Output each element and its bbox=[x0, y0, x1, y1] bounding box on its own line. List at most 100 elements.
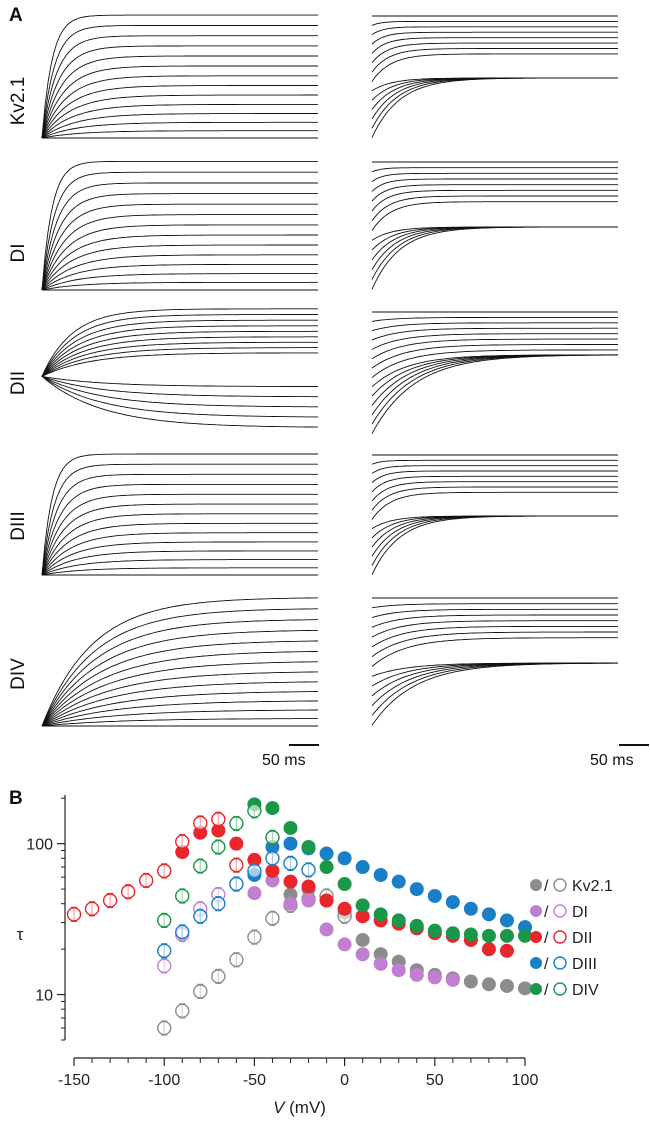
legend-label: DII bbox=[572, 930, 592, 947]
point-filled-div bbox=[265, 801, 280, 816]
point-open-kv21 bbox=[193, 984, 208, 999]
point-filled-di bbox=[373, 956, 388, 971]
point-filled-div bbox=[445, 926, 460, 941]
point-filled-div bbox=[319, 860, 334, 875]
point-filled-diii bbox=[319, 846, 334, 861]
row-label-diii: DIII bbox=[8, 511, 29, 541]
scale-label-right: 50 ms bbox=[590, 752, 634, 769]
point-open-div bbox=[157, 913, 172, 928]
point-filled-dii bbox=[355, 909, 370, 924]
point-open-diii bbox=[193, 909, 208, 924]
legend-marker-filled bbox=[530, 957, 542, 969]
legend-marker-open bbox=[553, 982, 567, 996]
scale-bar-right bbox=[619, 744, 649, 746]
point-open-dii bbox=[193, 815, 208, 831]
point-filled-diii bbox=[409, 882, 424, 897]
point-filled-dii bbox=[247, 852, 262, 867]
point-open-dii bbox=[84, 901, 100, 917]
point-open-dii bbox=[102, 893, 118, 908]
point-filled-di bbox=[265, 873, 280, 888]
point-filled-kv21 bbox=[301, 882, 316, 897]
point-filled-diii bbox=[265, 839, 280, 854]
point-filled-div bbox=[301, 839, 316, 854]
legend-separator: / bbox=[544, 904, 549, 921]
point-filled-kv21 bbox=[337, 905, 352, 920]
point-open-div bbox=[193, 858, 208, 874]
point-filled-dii bbox=[283, 874, 298, 889]
row-label-di: DI bbox=[8, 243, 29, 263]
point-filled-dii bbox=[427, 926, 442, 941]
point-filled-kv21 bbox=[319, 893, 334, 908]
legend-marker-filled bbox=[530, 879, 542, 891]
point-filled-diii bbox=[499, 913, 514, 928]
panel-a-label: A bbox=[9, 5, 23, 26]
point-open-kv21 bbox=[265, 911, 280, 926]
point-open-kv21 bbox=[337, 909, 352, 924]
point-filled-di bbox=[445, 972, 460, 987]
point-open-kv21 bbox=[229, 952, 244, 967]
point-open-kv21 bbox=[211, 969, 226, 984]
point-filled-kv21 bbox=[518, 981, 532, 996]
legend-separator: / bbox=[544, 930, 549, 947]
point-filled-dii bbox=[391, 916, 406, 931]
point-open-dii bbox=[229, 857, 244, 873]
point-filled-diii bbox=[445, 895, 460, 910]
point-filled-dii bbox=[265, 863, 280, 878]
legend-marker-open bbox=[553, 930, 567, 944]
point-open-di bbox=[157, 958, 172, 974]
point-filled-diii bbox=[283, 836, 298, 851]
point-open-diii bbox=[283, 856, 298, 871]
point-open-div bbox=[247, 803, 262, 819]
point-filled-kv21 bbox=[445, 971, 460, 986]
point-open-diii bbox=[301, 862, 316, 878]
point-open-dii bbox=[211, 812, 226, 827]
point-filled-di bbox=[319, 922, 334, 937]
point-open-dii bbox=[175, 834, 190, 849]
legend-marker-filled bbox=[530, 905, 542, 917]
legend-label: DIII bbox=[572, 956, 597, 973]
point-filled-dii bbox=[499, 943, 514, 958]
row-label-dii: DII bbox=[8, 370, 29, 396]
legend-label: Kv2.1 bbox=[572, 878, 613, 895]
point-filled-div bbox=[283, 820, 298, 835]
point-open-kv21 bbox=[247, 929, 262, 945]
point-filled-kv21 bbox=[427, 967, 442, 982]
point-filled-dii bbox=[193, 825, 208, 840]
point-open-div bbox=[229, 816, 244, 831]
legend-separator: / bbox=[544, 956, 549, 973]
point-open-kv21 bbox=[157, 1020, 172, 1036]
point-open-kv21 bbox=[319, 888, 334, 904]
point-filled-div bbox=[518, 928, 532, 943]
point-filled-di bbox=[409, 967, 424, 982]
point-filled-div bbox=[427, 923, 442, 938]
point-filled-dii bbox=[373, 913, 388, 928]
point-open-diii bbox=[229, 876, 244, 892]
point-filled-kv21 bbox=[463, 974, 478, 989]
point-open-dii bbox=[66, 907, 82, 922]
point-filled-kv21 bbox=[373, 947, 388, 962]
point-filled-kv21 bbox=[283, 887, 298, 902]
point-filled-kv21 bbox=[391, 954, 406, 969]
point-filled-dii bbox=[175, 845, 190, 860]
scale-label-left: 50 ms bbox=[262, 752, 306, 769]
x-tick-label: -50 bbox=[243, 1072, 266, 1089]
point-filled-di bbox=[301, 893, 316, 908]
point-filled-dii bbox=[211, 823, 226, 838]
legend-marker-open bbox=[553, 904, 567, 918]
point-open-kv21 bbox=[283, 898, 298, 913]
point-filled-div bbox=[409, 918, 424, 933]
point-filled-diii bbox=[301, 841, 316, 856]
point-filled-kv21 bbox=[481, 977, 496, 992]
legend-label: DIV bbox=[572, 982, 599, 999]
point-filled-diii bbox=[391, 874, 406, 889]
trace-row-2 bbox=[41, 308, 619, 434]
y-axis-title: τ bbox=[17, 925, 24, 944]
point-open-dii bbox=[120, 884, 136, 899]
y-tick-label: 10 bbox=[35, 988, 53, 1005]
legend-label: DI bbox=[572, 904, 588, 921]
point-filled-div bbox=[337, 877, 352, 892]
point-open-kv21 bbox=[175, 1003, 190, 1019]
point-filled-dii bbox=[481, 942, 496, 957]
point-open-dii bbox=[157, 863, 172, 879]
point-open-div bbox=[265, 830, 280, 845]
